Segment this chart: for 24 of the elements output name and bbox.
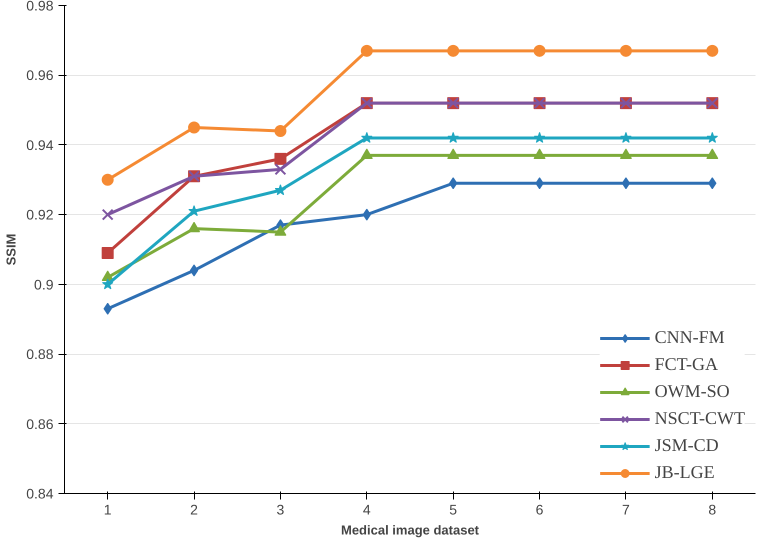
y-tick-label: 0.84	[26, 486, 54, 502]
x-tick-label: 3	[276, 502, 285, 518]
x-tick-label: 2	[190, 502, 198, 518]
x-tick-label: 7	[622, 502, 630, 518]
legend-label: FCT-GA	[654, 354, 718, 375]
x-tick-label: 1	[104, 502, 112, 518]
legend-label: JSM-CD	[654, 435, 719, 456]
x-tick-label: 5	[449, 502, 458, 518]
x-axis-title: Medical image dataset	[341, 522, 480, 538]
x-tick-label: 4	[362, 502, 371, 518]
y-tick-label: 0.9	[34, 276, 54, 292]
x-tick-label: 8	[708, 502, 716, 518]
x-tick-label: 6	[536, 502, 544, 518]
legend-label: OWM-SO	[654, 381, 730, 402]
y-tick-label: 0.96	[26, 67, 54, 84]
y-tick-label: 0.88	[26, 346, 54, 362]
y-tick-label: 0.86	[26, 416, 54, 432]
y-tick-label: 0.92	[26, 206, 54, 223]
y-tick-label: 0.98	[26, 0, 54, 14]
legend-label: NSCT-CWT	[654, 408, 745, 429]
legend-label: CNN-FM	[654, 327, 725, 348]
legend-label: JB-LGE	[654, 462, 715, 483]
y-axis-title: SSIM	[3, 234, 18, 266]
y-tick-label: 0.94	[26, 136, 54, 153]
